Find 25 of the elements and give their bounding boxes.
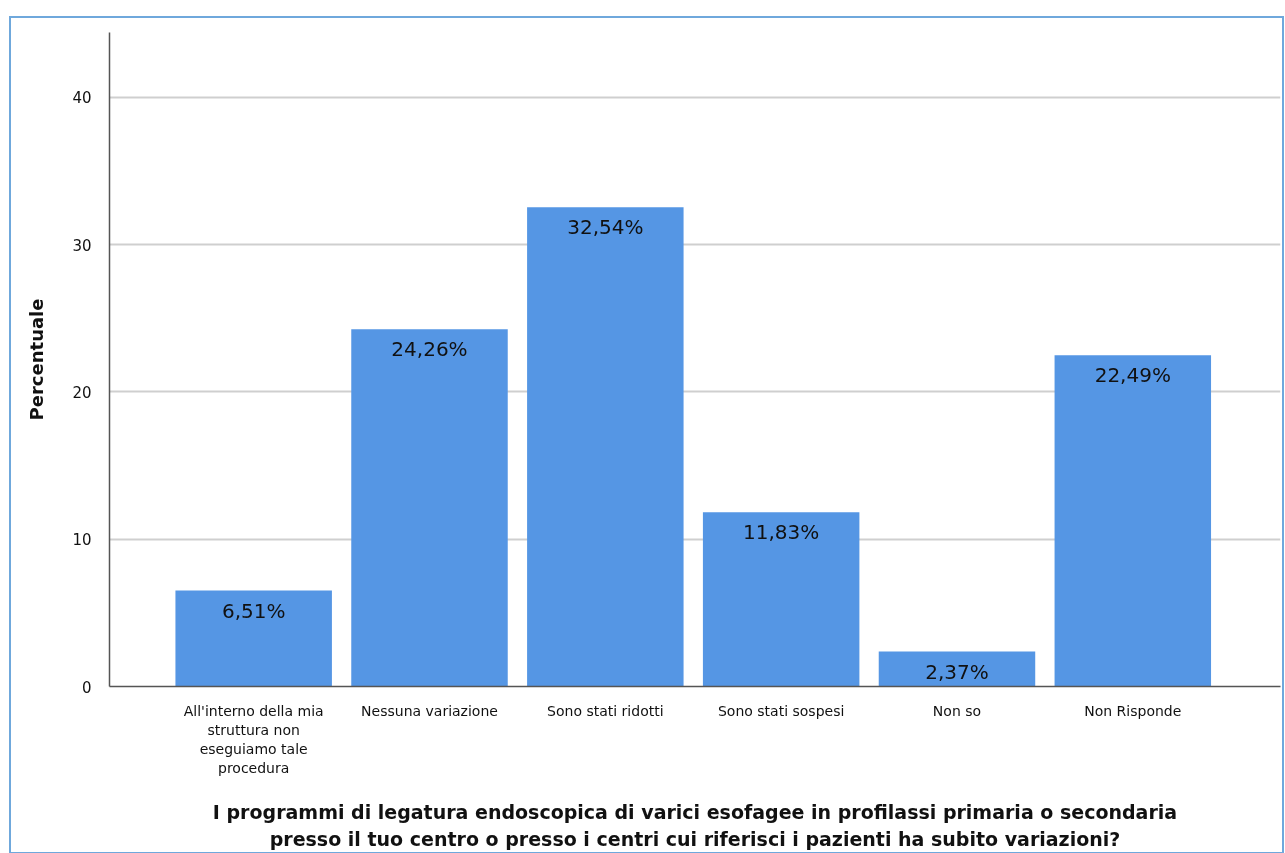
data-label: 11,83% xyxy=(743,520,820,545)
y-tick-label: 0 xyxy=(81,678,92,697)
bar xyxy=(878,651,1036,687)
y-tick-label: 30 xyxy=(72,236,92,255)
x-axis-title: I programmi di legatura endoscopica di varici esofagee in profilassi primaria o secondaria presso il tuo centro o presso i centri cui riferisci i pazienti ha subito variazioni? xyxy=(212,801,1178,850)
bar xyxy=(702,512,860,687)
x-tick-label: All'interno della mia struttura non eseguiamo tale procedura xyxy=(183,702,324,777)
bar xyxy=(351,329,508,687)
y-tick-label: 40 xyxy=(72,89,92,108)
x-tick-label: Non so xyxy=(932,702,982,719)
data-label: 32,54% xyxy=(567,215,644,240)
data-label: 6,51% xyxy=(221,598,286,623)
data-label: 2,37% xyxy=(925,659,989,684)
x-tick-label: Non Risponde xyxy=(1084,702,1182,719)
x-tick-label: Sono stati ridotti xyxy=(547,702,664,719)
bar xyxy=(527,207,684,687)
y-axis-title: Percentuale xyxy=(26,298,48,421)
x-tick-label: Nessuna variazione xyxy=(361,702,498,719)
bar xyxy=(175,590,332,687)
data-label: 24,26% xyxy=(391,337,468,362)
y-tick-label: 20 xyxy=(72,383,92,402)
bar xyxy=(1054,355,1212,687)
x-tick-label: Sono stati sospesi xyxy=(717,702,845,719)
data-label: 22,49% xyxy=(1094,363,1171,388)
y-tick-label: 10 xyxy=(72,531,92,550)
